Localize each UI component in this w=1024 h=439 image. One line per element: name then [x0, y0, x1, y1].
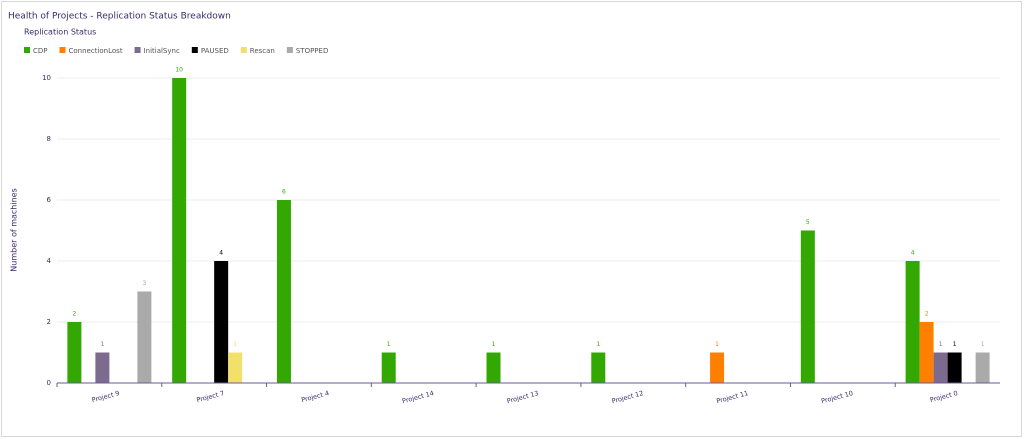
value-label: 4	[219, 250, 223, 257]
legend-label: Rescan	[250, 47, 275, 55]
value-label: 6	[282, 189, 286, 196]
bar	[800, 230, 815, 383]
value-label: 1	[939, 341, 943, 348]
value-label: 1	[953, 341, 957, 348]
y-axis-label: Number of machines	[10, 188, 19, 271]
y-tick-label: 10	[42, 74, 51, 82]
bar	[214, 261, 229, 383]
legend-label: InitialSync	[144, 47, 180, 55]
bar	[228, 352, 243, 383]
value-label: 1	[100, 341, 104, 348]
value-label: 1	[492, 341, 496, 348]
bar	[276, 200, 291, 383]
y-tick-label: 4	[47, 257, 52, 265]
value-label: 1	[596, 341, 600, 348]
legend-title: Replication Status	[24, 28, 96, 37]
value-label: 4	[911, 250, 915, 257]
bar	[933, 352, 948, 383]
value-label: 3	[142, 280, 146, 287]
bar	[947, 352, 962, 383]
legend-label: PAUSED	[201, 47, 229, 55]
bar	[67, 322, 82, 383]
y-tick-label: 0	[47, 379, 51, 387]
value-label: 1	[387, 341, 391, 348]
value-label: 1	[981, 341, 985, 348]
y-tick-label: 6	[47, 196, 52, 204]
bar	[172, 78, 187, 383]
bar	[486, 352, 501, 383]
legend-swatch	[134, 47, 141, 53]
bar	[381, 352, 396, 383]
value-label: 1	[715, 341, 719, 348]
value-label: 2	[72, 311, 76, 318]
bar	[710, 352, 725, 383]
y-tick-label: 2	[47, 318, 51, 326]
bar	[95, 352, 110, 383]
y-tick-label: 8	[47, 135, 51, 143]
chart-title: Health of Projects - Replication Status …	[8, 12, 231, 22]
bar	[919, 322, 934, 383]
legend-swatch	[240, 47, 247, 53]
legend-label: CDP	[33, 47, 48, 55]
legend-swatch	[24, 47, 30, 53]
value-label: 5	[806, 219, 810, 226]
legend-swatch	[59, 47, 66, 53]
bar	[591, 352, 606, 383]
bar	[905, 261, 920, 383]
legend-swatch	[286, 47, 293, 53]
legend-label: ConnectionLost	[69, 47, 123, 55]
value-label: 2	[925, 311, 929, 318]
legend-swatch	[191, 47, 198, 53]
value-label: 1	[233, 341, 237, 348]
legend-label: STOPPED	[296, 47, 328, 55]
bar	[137, 291, 152, 383]
bar	[975, 352, 990, 383]
value-label: 10	[175, 67, 183, 74]
